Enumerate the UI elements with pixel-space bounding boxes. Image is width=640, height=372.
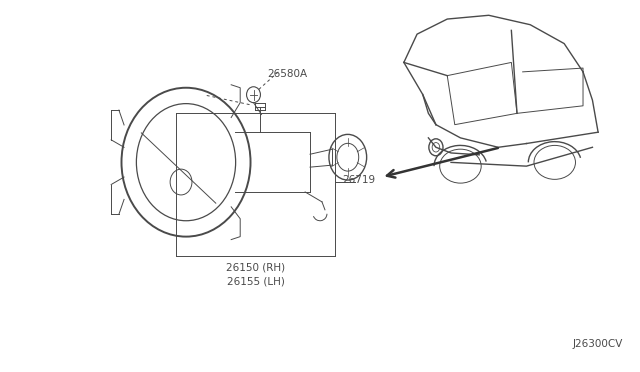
Text: J26300CV: J26300CV [572, 339, 623, 349]
Text: 26580A: 26580A [267, 69, 307, 79]
Text: 26719: 26719 [342, 175, 375, 185]
Text: 26150 (RH): 26150 (RH) [226, 262, 285, 272]
Text: 26155 (LH): 26155 (LH) [227, 276, 284, 286]
